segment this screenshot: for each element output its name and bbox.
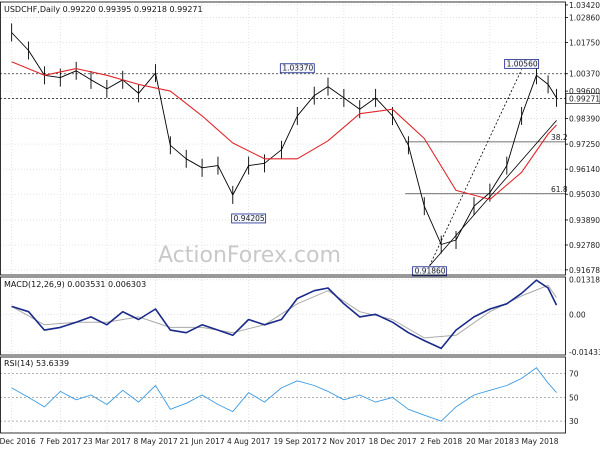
rsi-panel-title: RSI(14) 53.6339 [4, 359, 69, 368]
rsi-y-tick-label: 30 [569, 417, 579, 426]
rsi-y-tick-label: 70 [569, 370, 579, 379]
macd-panel-title: MACD(12,26,9) 0.003531 0.006303 [4, 280, 146, 289]
y-tick-label: 1.00370 [569, 70, 600, 79]
macd-y-tick-label: -0.014339 [569, 348, 600, 357]
price-annotation-label: 0.91860 [415, 267, 446, 276]
price-annotation-label: 0.94205 [234, 214, 265, 223]
y-tick-label: 1.01750 [569, 39, 600, 48]
macd-y-tick-label: 0.013184 [569, 276, 600, 285]
y-tick-label: 0.92780 [569, 241, 600, 250]
y-tick-label: 1.03420 [569, 1, 600, 10]
macd-signal-line [11, 284, 557, 339]
panel-frame [0, 276, 566, 356]
price-annotation-label: 1.03370 [282, 64, 313, 73]
y-tick-label: 0.99271 [569, 95, 600, 104]
y-tick-label: 0.98390 [569, 114, 600, 123]
watermark: ActionForex.com [158, 243, 341, 268]
rsi-y-tick-label: 50 [569, 393, 579, 402]
x-tick-label: 8 May 2017 [133, 437, 177, 446]
macd-y-tick-label: 0.00 [569, 310, 586, 319]
price-annotation-box [279, 63, 315, 74]
price-annotation-label: 1.00560 [507, 59, 538, 68]
fib-level-label: 38.2 [551, 133, 568, 142]
x-tick-label: 20 Mar 2018 [466, 437, 514, 446]
series-lines [11, 23, 558, 422]
x-tick-label: 4 Aug 2017 [227, 437, 270, 446]
y-tick-label: 0.99600 [569, 87, 600, 96]
x-tick-label: 18 Dec 2017 [369, 437, 417, 446]
sma-line [11, 61, 557, 200]
macd-line [11, 279, 558, 350]
panel-frame [0, 356, 566, 434]
panel-frames [0, 1, 566, 434]
grid-lines [0, 2, 565, 433]
price-panel-title: USDCHF,Daily 0.99220 0.99395 0.99218 0.9… [4, 5, 203, 14]
x-tick-label: 23 Dec 2016 [0, 437, 36, 446]
price-annotation-box [504, 59, 540, 69]
price-annotation-box [231, 213, 267, 224]
y-tick-label: 0.97250 [569, 140, 600, 149]
price-annotations: 1.03370 0.94205 0.91860 1.00560 [231, 59, 540, 277]
price-annotation-box [412, 266, 447, 277]
fib-level-label: 61.8 [551, 185, 568, 194]
x-tick-label: 3 May 2018 [514, 437, 558, 446]
price-line [11, 32, 557, 245]
x-tick-label: 2 Feb 2018 [420, 437, 462, 446]
y-tick-label: 0.95030 [569, 190, 600, 199]
panel-frame [0, 1, 566, 276]
x-tick-label: 19 Sep 2017 [274, 437, 322, 446]
rsi-line [11, 367, 557, 422]
trendline [429, 69, 522, 266]
x-tick-label: 2 Nov 2017 [322, 437, 365, 446]
y-tick-label: 1.02860 [569, 14, 600, 23]
last-price-box [565, 93, 600, 104]
x-tick-label: 7 Feb 2017 [39, 437, 81, 446]
fibonacci-levels: 38.2 61.8 [405, 133, 568, 195]
x-tick-label: 23 Mar 2017 [83, 437, 131, 446]
y-tick-label: 0.96140 [569, 165, 600, 174]
y-tick-label: 0.91678 [569, 266, 600, 275]
x-tick-label: 21 Jun 2017 [180, 437, 225, 446]
y-tick-label: 0.93890 [569, 216, 600, 225]
